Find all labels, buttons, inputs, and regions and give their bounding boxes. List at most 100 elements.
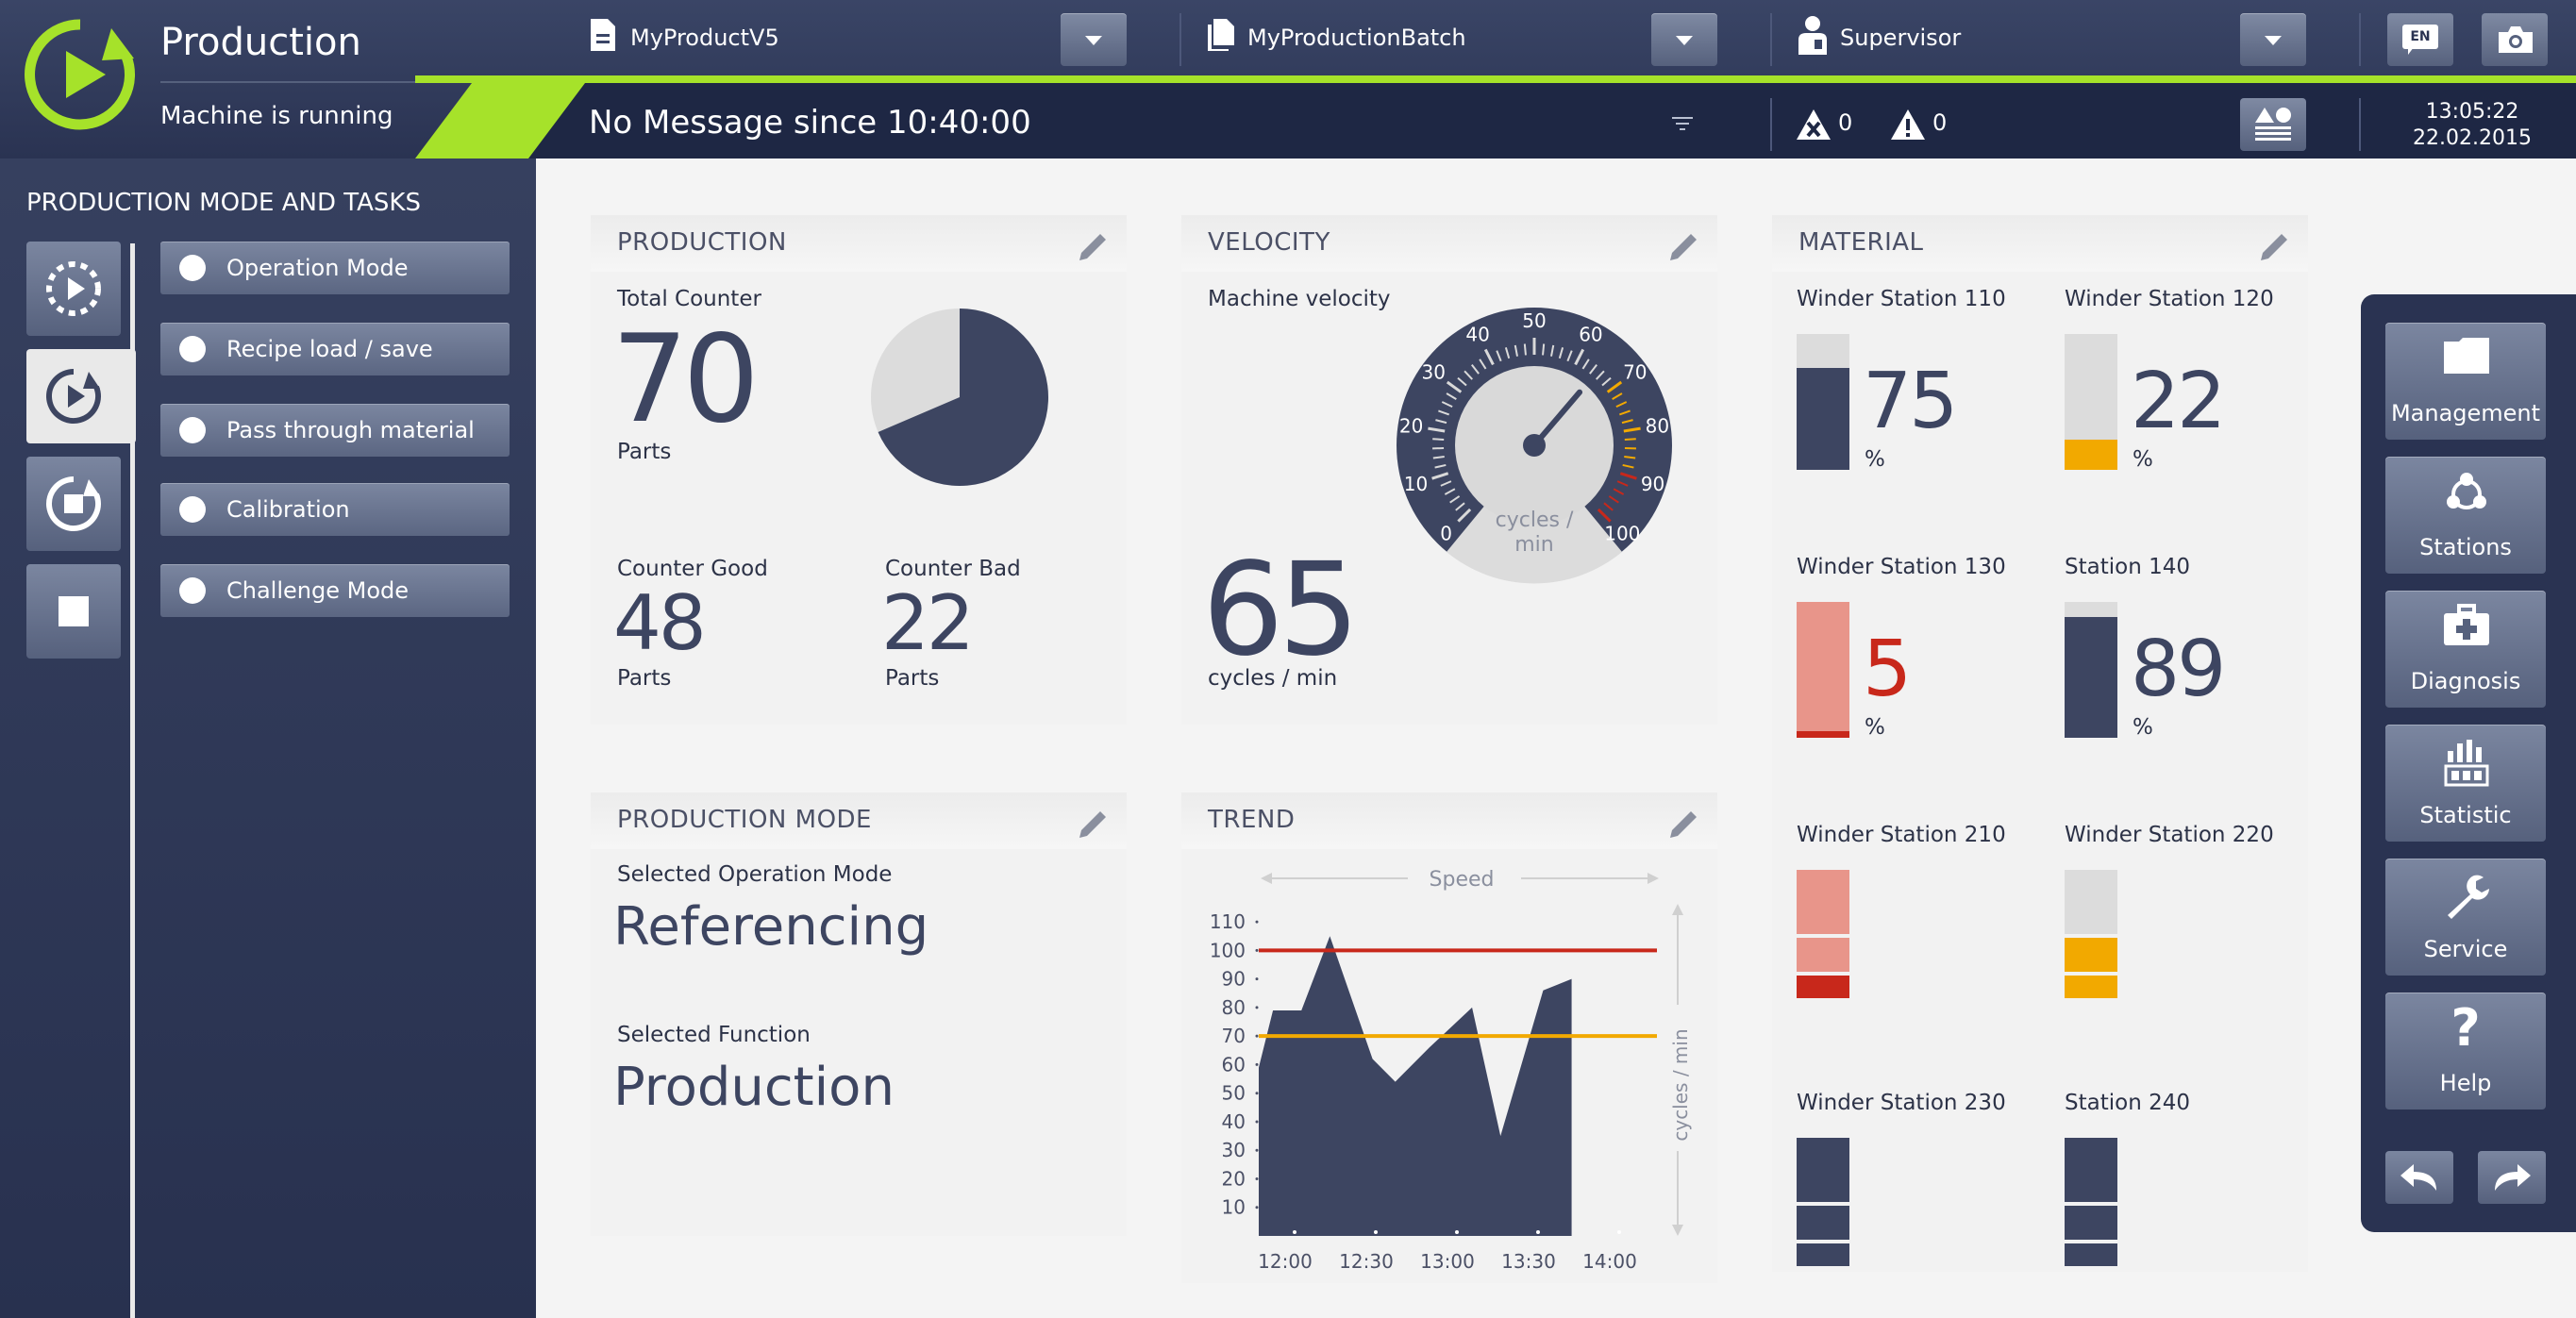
gauge-unit-line1: cycles / <box>1496 509 1574 532</box>
gauge-tick <box>1566 350 1573 362</box>
counter-bad-label: Counter Bad <box>885 557 1021 581</box>
redo-button[interactable] <box>2478 1151 2546 1204</box>
material-level-fill <box>1797 368 1849 470</box>
gauge-unit-line2: min <box>1514 533 1554 557</box>
y-tick-label: 40 <box>1222 1110 1246 1133</box>
product-dropdown-button[interactable] <box>1061 13 1127 66</box>
pie-slice-good <box>878 309 1048 486</box>
nav-diagnosis[interactable]: Diagnosis <box>2385 591 2546 708</box>
panel-title: MATERIAL <box>1798 228 1924 257</box>
operation-mode-value: Referencing <box>613 896 929 958</box>
total-counter-value: 70 <box>611 309 760 450</box>
undo-icon <box>2400 1164 2436 1191</box>
mode-run-button[interactable] <box>26 349 136 443</box>
material-segment-bar <box>2065 1138 2117 1266</box>
user-icon <box>1798 16 1827 55</box>
user-dropdown-button[interactable] <box>2240 13 2306 66</box>
material-level-fill <box>2065 616 2117 738</box>
task-recipe[interactable]: Recipe load / save <box>160 323 510 375</box>
x-tick-mark <box>1374 1230 1378 1234</box>
gauge-tick <box>1615 401 1628 409</box>
y-tick-label: 10 <box>1222 1196 1246 1219</box>
trend-unit-label: cycles / min <box>1669 1028 1692 1141</box>
station-value: 5 <box>1863 625 1913 714</box>
gauge-tick <box>1542 343 1546 356</box>
task-calibration[interactable]: Calibration <box>160 483 510 536</box>
task-operation-mode[interactable]: Operation Mode <box>160 242 510 294</box>
gauge-label: 40 <box>1465 323 1489 345</box>
language-button[interactable]: EN <box>2387 13 2453 66</box>
edit-icon[interactable] <box>1666 230 1700 264</box>
nav-stations[interactable]: Stations <box>2385 457 2546 574</box>
material-panel: MATERIAL Winder Station 110 75 % Winder … <box>1772 215 2308 1272</box>
panel-header <box>1181 792 1717 849</box>
velocity-gauge: 0 10 20 30 40 50 60 70 80 90 100 cycles / min <box>1397 308 1672 584</box>
edit-icon[interactable] <box>1076 230 1110 264</box>
mode-reset-button[interactable] <box>26 457 121 551</box>
station-name: Winder Station 210 <box>1797 823 2006 847</box>
filter-icon[interactable] <box>1672 117 1693 132</box>
mode-start-button[interactable] <box>26 242 121 336</box>
material-level-fill <box>1797 730 1849 738</box>
gauge-tick <box>1550 344 1555 357</box>
app-status: Machine is running <box>160 102 393 130</box>
nav-label: Management <box>2390 400 2541 426</box>
run-icon <box>46 369 101 424</box>
y-tick-label: 80 <box>1222 996 1246 1019</box>
warning-icon[interactable] <box>1889 108 1927 142</box>
edit-icon[interactable] <box>1666 808 1700 842</box>
gauge-tick <box>1464 370 1474 380</box>
panel-header <box>1181 215 1717 272</box>
station-value: 75 <box>1863 357 1958 446</box>
first-aid-kit-icon <box>2444 604 2489 645</box>
y-tick-label: 50 <box>1222 1082 1246 1105</box>
product-select-value[interactable]: MyProductV5 <box>630 25 779 51</box>
task-pass-through[interactable]: Pass through material <box>160 404 510 457</box>
nav-label: Service <box>2423 936 2508 962</box>
error-count: 0 <box>1838 109 1853 136</box>
function-label: Selected Function <box>617 1023 811 1047</box>
counter-bad-value: 22 <box>881 579 975 667</box>
y-tick-mark <box>1255 1148 1259 1152</box>
velocity-value: 65 <box>1202 536 1360 685</box>
nav-service[interactable]: Service <box>2385 859 2546 976</box>
gauge-tick <box>1479 359 1487 370</box>
segment <box>1797 870 1849 934</box>
gauge-label: 100 <box>1604 522 1640 544</box>
batch-dropdown-button[interactable] <box>1651 13 1717 66</box>
screenshot-button[interactable] <box>2482 13 2548 66</box>
alarm-list-button[interactable] <box>2240 98 2306 151</box>
segment <box>2065 1206 2117 1240</box>
gauge-tick <box>1432 438 1445 441</box>
task-challenge[interactable]: Challenge Mode <box>160 564 510 617</box>
nav-help[interactable]: ? Help <box>2385 993 2546 1109</box>
radio-icon <box>179 255 206 281</box>
error-icon[interactable] <box>1795 108 1832 142</box>
x-tick-mark <box>1455 1230 1459 1234</box>
edit-icon[interactable] <box>2257 230 2291 264</box>
y-tick-mark <box>1255 920 1259 924</box>
production-pie-chart <box>871 309 1048 486</box>
separator <box>2359 13 2361 66</box>
panel-title: PRODUCTION MODE <box>617 806 872 834</box>
gauge-tick <box>1589 364 1597 375</box>
gauge-label: 70 <box>1623 360 1647 383</box>
segment <box>1797 1206 1849 1240</box>
panel-title: PRODUCTION <box>617 228 787 257</box>
nav-label: Help <box>2439 1070 2492 1096</box>
edit-icon[interactable] <box>1076 808 1110 842</box>
x-tick-mark <box>1617 1230 1621 1234</box>
batch-select-value[interactable]: MyProductionBatch <box>1247 25 1466 51</box>
undo-button[interactable] <box>2385 1151 2453 1204</box>
operation-mode-label: Selected Operation Mode <box>617 862 893 887</box>
y-tick-mark <box>1255 1206 1259 1210</box>
nav-management[interactable]: Management <box>2385 323 2546 440</box>
x-tick-mark <box>1536 1230 1540 1234</box>
y-tick-mark <box>1255 1006 1259 1009</box>
mode-stop-button[interactable] <box>26 564 121 659</box>
user-select-value[interactable]: Supervisor <box>1840 25 1962 51</box>
nav-statistic[interactable]: Statistic <box>2385 725 2546 842</box>
segment <box>1797 938 1849 972</box>
segment <box>2065 1138 2117 1202</box>
status-message: No Message since 10:40:00 <box>589 104 1031 142</box>
